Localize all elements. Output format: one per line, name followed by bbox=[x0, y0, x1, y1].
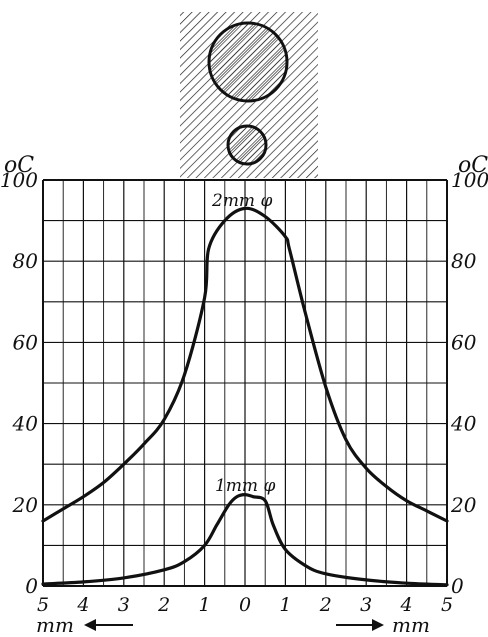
y-tick-label-left: 20 bbox=[12, 493, 39, 517]
y-tick-label-left: 0 bbox=[25, 574, 38, 598]
arrow-left-icon bbox=[84, 619, 96, 631]
arrow-right-icon bbox=[372, 619, 384, 631]
x-label-right-group: mm bbox=[336, 613, 430, 637]
chart-series bbox=[41, 206, 449, 587]
x-tick-label: 5 bbox=[37, 594, 49, 616]
series-line-1mm bbox=[41, 493, 449, 587]
hole-2mm bbox=[207, 21, 289, 103]
x-tick-label: 0 bbox=[239, 594, 251, 616]
x-tick-label: 2 bbox=[319, 594, 332, 616]
y-tick-label-right: 60 bbox=[451, 330, 477, 354]
y-tick-label-left: 80 bbox=[13, 249, 39, 273]
series-line-2mm bbox=[41, 206, 449, 523]
y-tick-label-right: 40 bbox=[450, 412, 477, 436]
x-tick-label: 5 bbox=[441, 594, 453, 616]
hole-1mm bbox=[226, 124, 268, 166]
x-label-left-group: mm bbox=[36, 613, 133, 637]
x-tick-label: 3 bbox=[360, 594, 372, 616]
series-label-1mm: 1mm φ bbox=[215, 476, 275, 496]
specimen-illustration bbox=[180, 12, 318, 178]
x-tick-label: 4 bbox=[400, 594, 413, 616]
y-tick-label-left: 100 bbox=[0, 168, 38, 192]
x-tick-label: 1 bbox=[199, 594, 211, 616]
y-tick-label-right: 80 bbox=[451, 249, 477, 273]
y-unit-left: oC bbox=[4, 153, 34, 178]
y-unit-right: oC bbox=[458, 153, 488, 178]
series-label-2mm: 2mm φ bbox=[211, 191, 272, 211]
y-tick-label-right: 100 bbox=[451, 168, 488, 192]
y-tick-label-left: 40 bbox=[12, 412, 39, 436]
chart-grid bbox=[42, 179, 448, 587]
x-tick-label: 3 bbox=[118, 594, 130, 616]
y-tick-label-right: 0 bbox=[451, 574, 464, 598]
y-tick-label-right: 20 bbox=[450, 493, 477, 517]
x-label-left: mm bbox=[36, 613, 74, 637]
x-label-right: mm bbox=[392, 613, 430, 637]
x-tick-label: 2 bbox=[157, 594, 170, 616]
y-tick-label-left: 60 bbox=[13, 330, 39, 354]
x-tick-label: 1 bbox=[279, 594, 291, 616]
x-tick-label: 4 bbox=[76, 594, 89, 616]
